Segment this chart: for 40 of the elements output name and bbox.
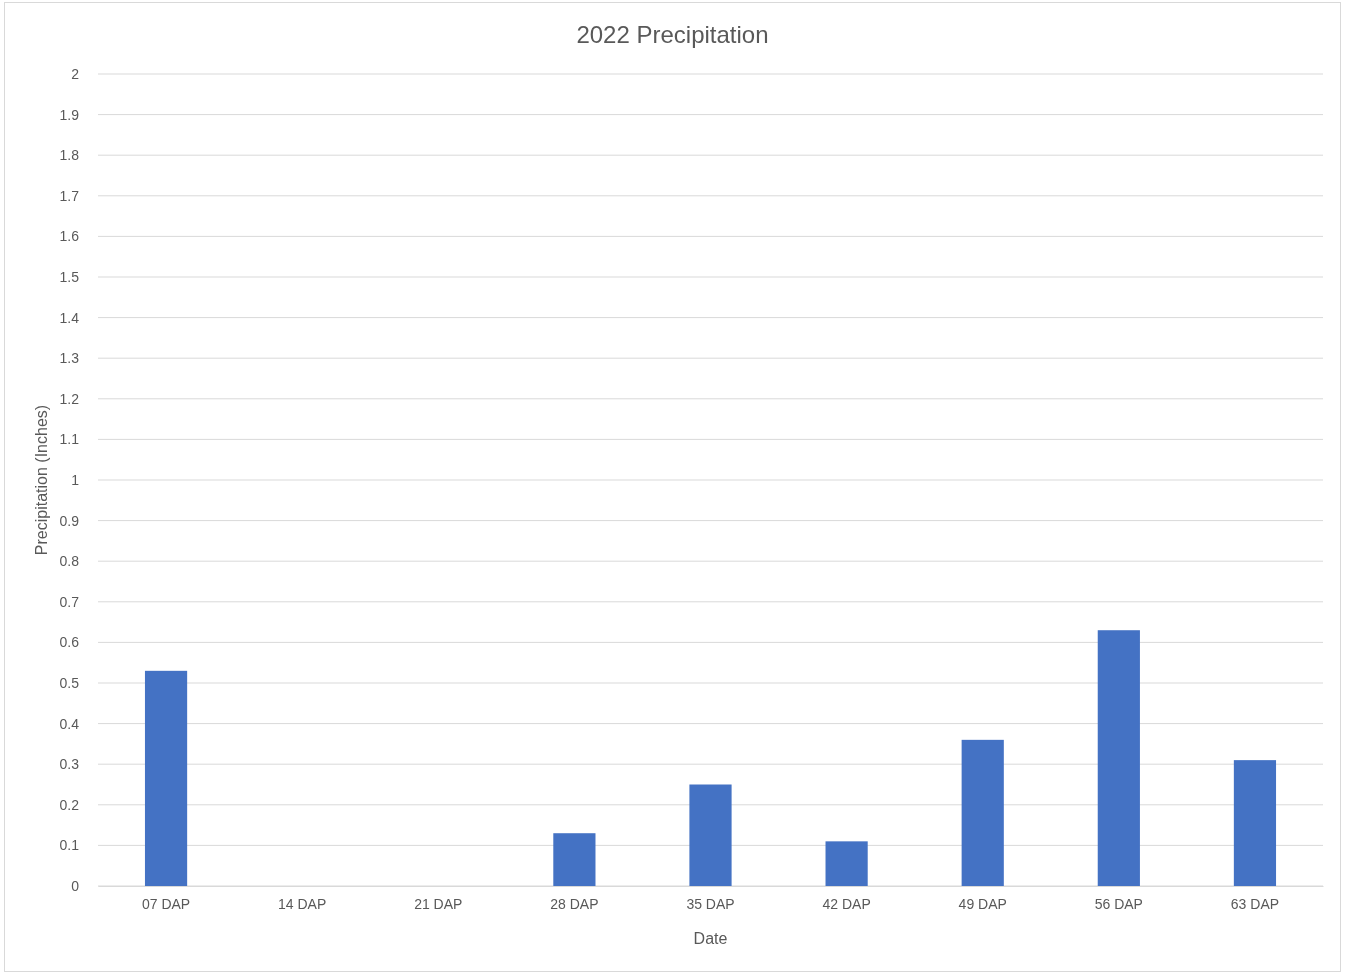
- x-tick-label: 07 DAP: [141, 895, 191, 912]
- y-tick-label: 1.1: [59, 431, 80, 448]
- bar: [689, 784, 732, 886]
- y-tick-label: 0.1: [59, 837, 80, 854]
- bar: [144, 670, 188, 886]
- chart-title: 2022 Precipitation: [576, 21, 769, 48]
- y-tick-label: 2: [71, 65, 80, 82]
- y-tick-label: 1.4: [59, 309, 80, 326]
- y-tick-label: 1: [71, 471, 80, 488]
- y-tick-label: 1.5: [59, 268, 80, 285]
- y-tick-label: 1.7: [59, 187, 80, 204]
- bar: [825, 841, 868, 886]
- bar: [553, 833, 596, 886]
- y-tick-label: 0.9: [59, 512, 80, 529]
- y-tick-label: 0: [71, 877, 80, 894]
- y-tick-label: 1.8: [59, 147, 80, 164]
- y-tick-label: 0.2: [59, 796, 80, 813]
- y-tick-label: 1.3: [59, 350, 80, 367]
- y-tick-label: 0.7: [59, 593, 80, 610]
- y-tick-label: 0.8: [59, 553, 80, 570]
- y-tick-label: 0.4: [59, 715, 80, 732]
- x-tick-label: 21 DAP: [414, 895, 463, 912]
- y-tick-label: 1.2: [59, 390, 80, 407]
- y-tick-label: 1.9: [59, 106, 80, 123]
- y-tick-label: 0.5: [59, 674, 80, 691]
- y-tick-label: 0.3: [59, 756, 80, 773]
- x-tick-label: 56 DAP: [1094, 895, 1143, 912]
- bar: [1097, 630, 1140, 886]
- x-tick-label: 35 DAP: [686, 895, 735, 912]
- bar: [961, 739, 1004, 886]
- x-tick-label: 42 DAP: [822, 895, 871, 912]
- x-tick-label: 63 DAP: [1230, 895, 1280, 912]
- bar: [1233, 760, 1277, 886]
- y-tick-label: 0.6: [59, 634, 80, 651]
- x-tick-label: 14 DAP: [278, 895, 327, 912]
- x-tick-label: 28 DAP: [550, 895, 599, 912]
- x-axis-title: Date: [693, 930, 728, 947]
- y-tick-label: 1.6: [59, 228, 80, 245]
- x-tick-label: 49 DAP: [958, 895, 1007, 912]
- y-axis-title: Precipitation (Inches): [33, 404, 50, 556]
